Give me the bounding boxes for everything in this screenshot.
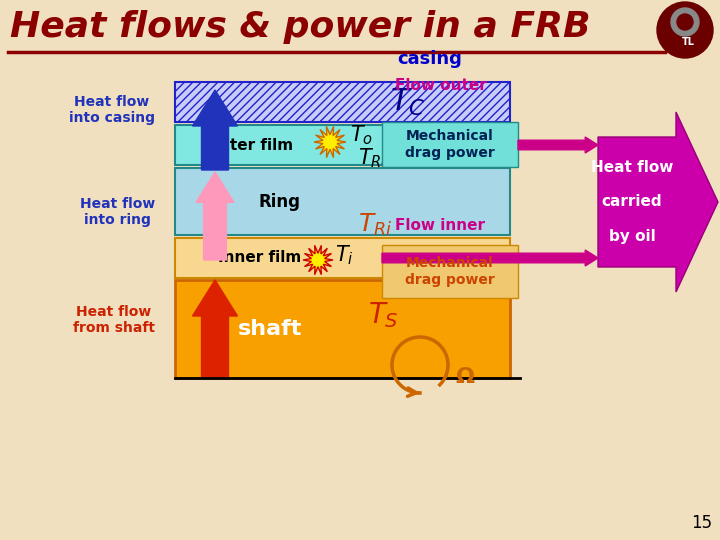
Polygon shape xyxy=(382,250,598,266)
Text: Heat flow
from shaft: Heat flow from shaft xyxy=(73,305,155,335)
Circle shape xyxy=(657,2,713,58)
Text: Flow outer: Flow outer xyxy=(395,78,487,92)
Bar xyxy=(382,245,518,298)
Text: 15: 15 xyxy=(691,514,712,532)
Circle shape xyxy=(677,14,693,30)
Text: shaft: shaft xyxy=(238,319,302,339)
Text: Mechanical
drag power: Mechanical drag power xyxy=(405,256,495,287)
Text: Heat flows & power in a FRB: Heat flows & power in a FRB xyxy=(10,10,590,44)
Polygon shape xyxy=(192,280,238,378)
Bar xyxy=(175,280,510,378)
Text: Heat flow
into ring: Heat flow into ring xyxy=(80,197,155,227)
Text: TL: TL xyxy=(682,37,695,47)
Text: Flow inner: Flow inner xyxy=(395,218,485,233)
Text: Heat flow
into casing: Heat flow into casing xyxy=(69,95,155,125)
Text: $T_C$: $T_C$ xyxy=(390,86,426,118)
Text: $T_o$: $T_o$ xyxy=(350,123,373,147)
Text: Mechanical
drag power: Mechanical drag power xyxy=(405,130,495,160)
Bar xyxy=(175,125,510,165)
Bar xyxy=(382,122,518,167)
Text: Ω: Ω xyxy=(455,367,474,387)
Polygon shape xyxy=(192,90,238,170)
Bar xyxy=(175,82,510,122)
Circle shape xyxy=(671,8,699,36)
Polygon shape xyxy=(518,137,598,153)
Text: Inner film: Inner film xyxy=(218,251,302,266)
Bar xyxy=(175,168,510,235)
Text: casing: casing xyxy=(397,50,462,68)
Text: $T_i$: $T_i$ xyxy=(335,243,354,267)
Text: $T_S$: $T_S$ xyxy=(368,300,399,330)
Text: $T_{Ro}$: $T_{Ro}$ xyxy=(358,146,391,170)
Text: Outer film: Outer film xyxy=(207,138,294,152)
Polygon shape xyxy=(196,172,234,260)
Polygon shape xyxy=(598,112,718,292)
Text: Heat flow

carried

by oil: Heat flow carried by oil xyxy=(591,160,673,244)
Bar xyxy=(175,82,510,122)
Text: Ring: Ring xyxy=(259,193,301,211)
Polygon shape xyxy=(303,245,333,275)
Text: $T_{Ri}$: $T_{Ri}$ xyxy=(358,212,392,238)
Polygon shape xyxy=(314,126,346,158)
Bar xyxy=(175,238,510,278)
